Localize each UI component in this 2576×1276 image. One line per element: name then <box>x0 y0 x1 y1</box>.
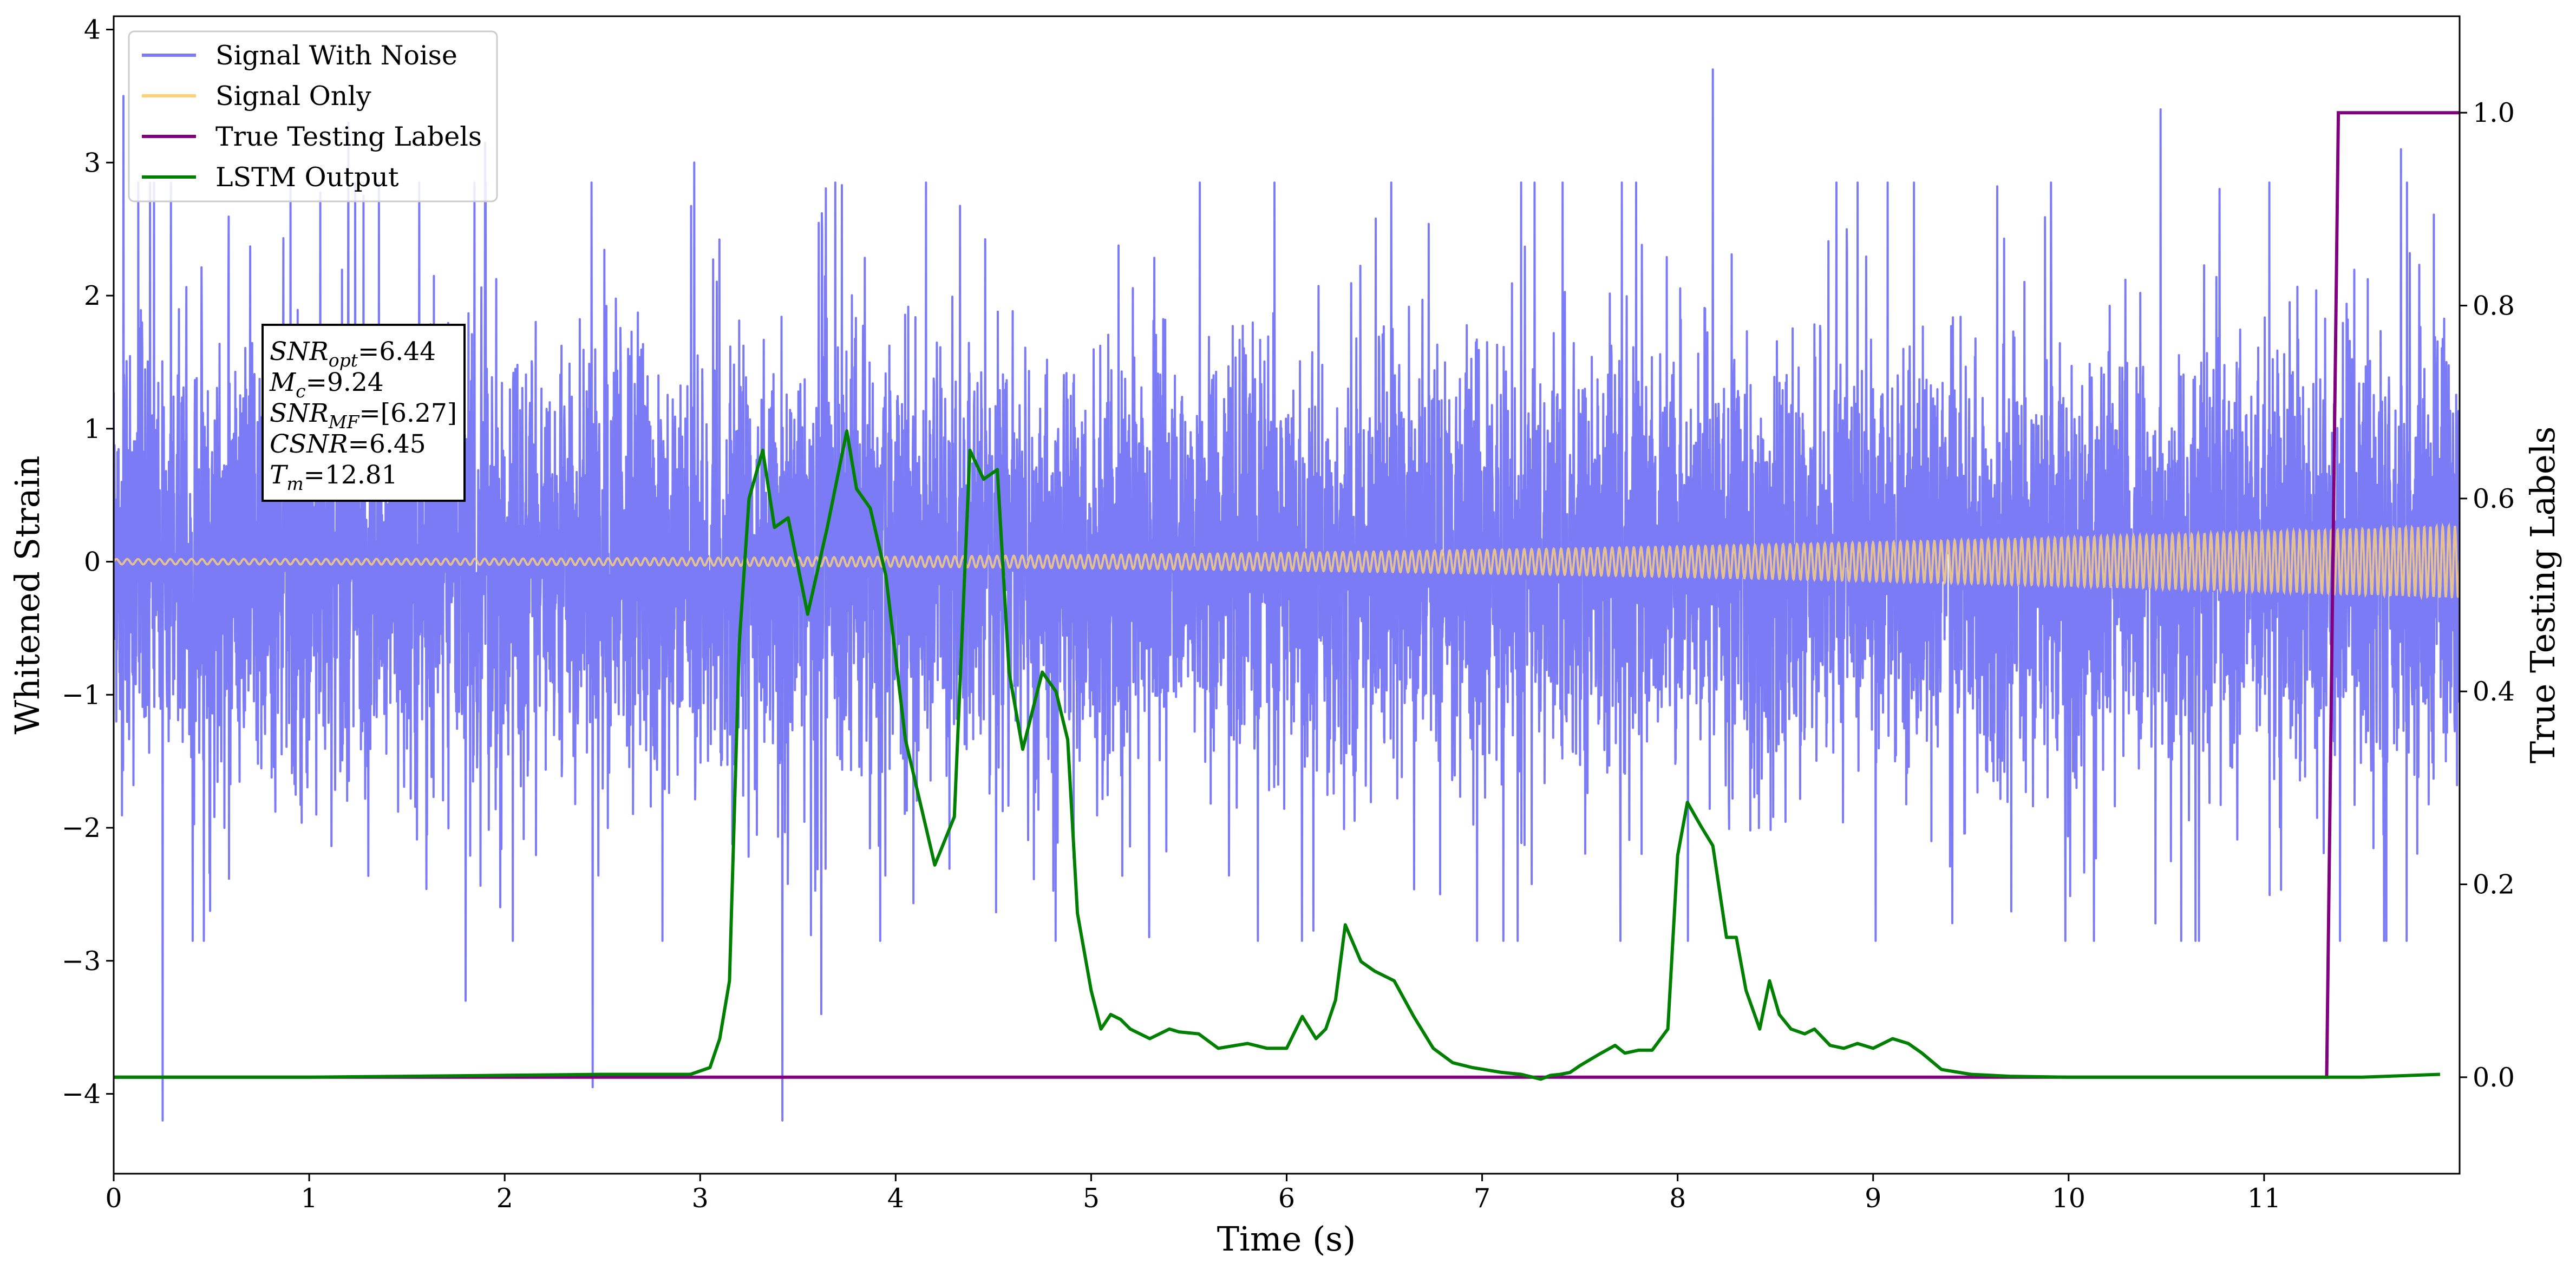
annotation-subscript: opt <box>329 350 358 371</box>
lstm-layer <box>114 429 2441 1081</box>
x-tick-label: 7 <box>1474 1183 1490 1214</box>
legend-box <box>128 30 498 202</box>
y-right-tick-label: 1.0 <box>2473 97 2515 128</box>
annotation-line: SNRMF=[6.27] <box>270 398 457 433</box>
y-axis-left-title: Whitened Strain <box>8 456 47 735</box>
y-right-tick-label: 0.8 <box>2473 291 2515 322</box>
x-tick-label: 10 <box>2052 1183 2085 1214</box>
x-tick-label: 11 <box>2247 1183 2281 1214</box>
series-signal-with-noise <box>114 68 2460 1122</box>
legend: Signal With Noise Signal Only True Testing… <box>128 30 498 202</box>
x-axis-title: Time (s) <box>1217 1219 1356 1259</box>
y-left-tick-label: −1 <box>62 679 101 710</box>
annotation-value: =6.44 <box>358 337 436 367</box>
x-tick-label: 0 <box>105 1183 122 1214</box>
y-right-tick-label: 0.2 <box>2473 869 2515 900</box>
annotation-value: =12.81 <box>304 460 398 490</box>
y-axis-left: −4 −3 −2 −1 0 1 2 3 4 <box>62 15 114 1110</box>
y-right-tick-label: 0.0 <box>2473 1062 2515 1093</box>
annotation-box: SNRopt=6.44Mc=9.24SNRMF=[6.27]CSNR=6.45T… <box>261 324 466 502</box>
x-tick-label: 9 <box>1865 1183 1881 1214</box>
y-left-tick-label: −3 <box>62 946 101 977</box>
y-axis-right-title: True Testing Labels <box>2523 427 2562 764</box>
x-tick-label: 4 <box>887 1183 904 1214</box>
annotation-subscript: m <box>286 473 303 494</box>
series-signal-only <box>114 522 2460 601</box>
x-tick-label: 3 <box>692 1183 709 1214</box>
x-tick-label: 1 <box>300 1183 317 1214</box>
legend-label: Signal Only <box>215 81 371 112</box>
x-axis: 0 1 2 3 4 5 6 7 8 9 10 11 <box>105 1174 2281 1214</box>
annotation-variable: T <box>270 460 289 490</box>
chirp-layer <box>114 522 2460 601</box>
y-left-tick-label: 2 <box>84 280 101 311</box>
y-left-tick-label: 3 <box>84 147 101 178</box>
x-tick-label: 8 <box>1669 1183 1686 1214</box>
y-right-tick-label: 0.6 <box>2473 483 2515 514</box>
legend-label: LSTM Output <box>215 162 399 193</box>
y-left-tick-label: −2 <box>62 813 101 843</box>
series-true-testing-labels <box>114 111 2460 1079</box>
x-tick-label: 5 <box>1083 1183 1100 1214</box>
legend-label: True Testing Labels <box>215 121 482 152</box>
y-axis-right: 0.0 0.2 0.4 0.6 0.8 1.0 <box>2460 97 2515 1093</box>
annotation-frame <box>261 324 466 502</box>
annotation-line: Mc=9.24 <box>269 368 384 402</box>
annotation-variable: SNR <box>270 337 329 367</box>
annotation-variable: M <box>269 368 297 397</box>
series-lstm-output <box>114 429 2441 1081</box>
y-left-tick-label: −4 <box>62 1079 101 1110</box>
annotation-line: Tm=12.81 <box>270 460 398 494</box>
annotation-value: =9.24 <box>306 368 384 397</box>
annotation-line: CSNR=6.45 <box>270 429 426 459</box>
annotation-subscript: MF <box>328 411 360 433</box>
y-right-tick-label: 0.4 <box>2473 676 2515 707</box>
noise-layer <box>114 68 2460 1122</box>
y-left-tick-label: 1 <box>84 414 101 444</box>
legend-label: Signal With Noise <box>215 40 457 71</box>
y-left-tick-label: 4 <box>84 15 101 45</box>
annotation-variable: SNR <box>270 398 329 428</box>
labels-layer <box>114 111 2460 1079</box>
annotation-line: SNRopt=6.44 <box>270 337 436 371</box>
y-left-tick-label: 0 <box>84 547 101 578</box>
annotation-value: =[6.27] <box>359 398 457 428</box>
x-tick-label: 2 <box>496 1183 513 1214</box>
annotation-variable: CSNR <box>270 429 348 459</box>
x-tick-label: 6 <box>1278 1183 1295 1214</box>
annotation-value: =6.45 <box>348 429 426 459</box>
annotation-subscript: c <box>296 381 305 402</box>
